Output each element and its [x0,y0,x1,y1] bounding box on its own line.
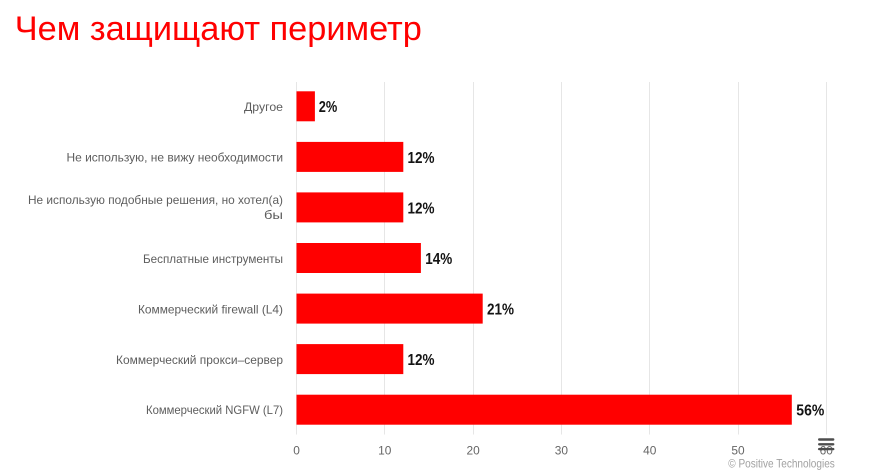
svg-text:56%: 56% [796,403,824,420]
svg-text:2%: 2% [319,99,338,116]
svg-text:Чем защищают периметр: Чем защищают периметр [15,10,422,48]
svg-text:© Positive Technologies: © Positive Technologies [728,456,835,470]
svg-text:Коммерческий firewall (L4): Коммерческий firewall (L4) [138,302,283,316]
svg-text:12%: 12% [408,352,435,369]
svg-text:Не использую подобные решения,: Не использую подобные решения, но хотел(… [28,193,283,207]
svg-text:Коммерческий прокси–сервер: Коммерческий прокси–сервер [116,353,283,367]
svg-text:0: 0 [293,444,300,458]
svg-text:40: 40 [643,444,657,458]
svg-text:12%: 12% [408,150,435,167]
svg-text:12%: 12% [408,200,435,217]
svg-text:Не использую, не вижу необходи: Не использую, не вижу необходимости [67,151,284,165]
svg-text:Коммерческий NGFW (L7): Коммерческий NGFW (L7) [146,403,283,417]
svg-text:50: 50 [731,444,745,458]
svg-text:60: 60 [820,444,834,458]
svg-text:20: 20 [466,444,480,458]
svg-text:Другое: Другое [244,100,283,114]
svg-text:Бесплатные инструменты: Бесплатные инструменты [143,252,283,266]
svg-text:14%: 14% [425,251,452,268]
svg-text:21%: 21% [487,302,514,319]
svg-text:бы: бы [264,208,283,222]
svg-text:10: 10 [378,444,392,458]
svg-text:30: 30 [555,444,569,458]
